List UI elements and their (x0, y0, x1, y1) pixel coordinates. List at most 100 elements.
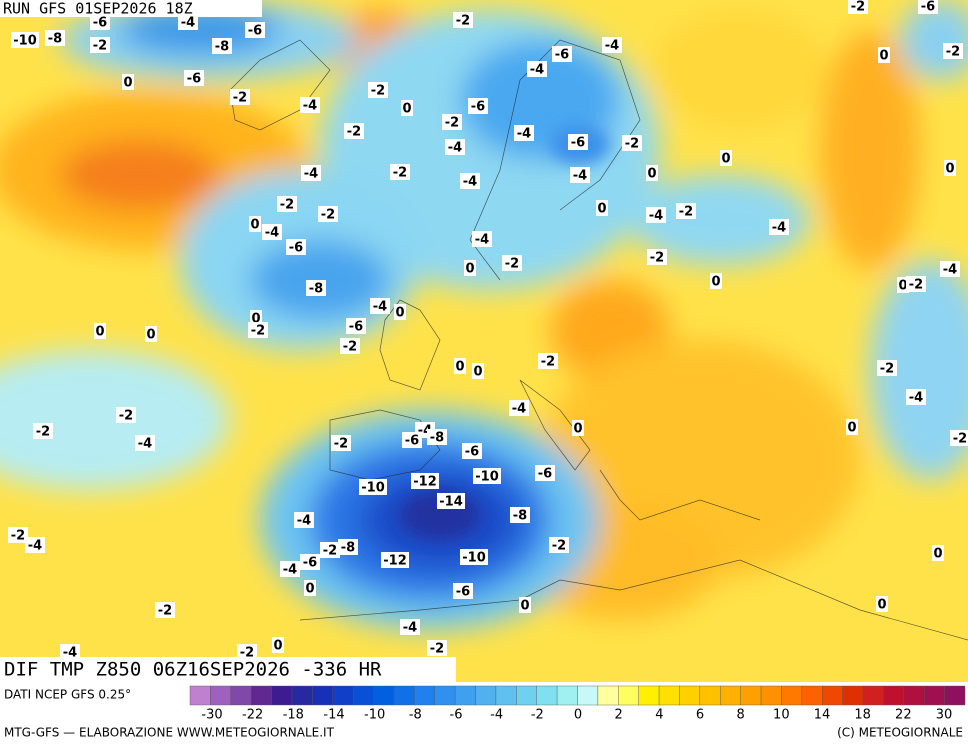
contour-label: -10 (361, 481, 385, 496)
contour-label-box (710, 273, 722, 289)
contour-label: 0 (402, 102, 411, 117)
contour-label-box (320, 542, 340, 558)
contour-label-box (535, 465, 555, 481)
contour-label-box (262, 224, 282, 240)
contour-label: 0 (146, 328, 155, 343)
colorbar-swatch (903, 685, 925, 706)
colorbar-swatch (312, 685, 333, 706)
contour-label: -10 (462, 551, 486, 566)
contour-label: -4 (181, 16, 195, 31)
contour-label-box (390, 164, 410, 180)
contour-label: -10 (13, 34, 37, 49)
contour-label: 0 (250, 218, 259, 233)
contour-label-box (647, 249, 667, 265)
contour-label: -6 (571, 136, 585, 151)
contour-label: -14 (439, 495, 463, 510)
contour-label: -6 (93, 16, 107, 31)
contour-label: -12 (413, 475, 437, 490)
contour-label-box (90, 37, 110, 53)
contour-label: -2 (679, 205, 693, 220)
contour-labels: -10 -8-6-2-4-8-60 -6-2-4-20-2-6-4-4-6-2-4-… (8, 0, 968, 661)
colorbar-swatch (210, 685, 231, 706)
header-box (0, 0, 262, 17)
contour-label-box (300, 97, 320, 113)
contour-label: 0 (123, 76, 132, 91)
contour-label: -8 (215, 40, 229, 55)
contour-label: -8 (309, 282, 323, 297)
contour-label: -6 (465, 445, 479, 460)
contour-label: 0 (305, 582, 314, 597)
contour-label-box (344, 123, 364, 139)
contour-label: -2 (11, 529, 25, 544)
contour-label-box (552, 46, 572, 62)
colorbar-swatch (516, 685, 537, 706)
contour-label-box (184, 70, 204, 86)
colorbar-tick-label: 14 (814, 708, 831, 723)
contour-label: -4 (772, 221, 786, 236)
contour-label-box (514, 125, 534, 141)
contour-label: -2 (321, 208, 335, 223)
contour-label: -4 (448, 141, 462, 156)
field-box (0, 657, 456, 682)
contour-label-box (301, 165, 321, 181)
contour-label: -6 (538, 467, 552, 482)
contour-label-box (509, 400, 529, 416)
contour-label: -4 (28, 539, 42, 554)
colorbar-tick-label: 2 (615, 708, 623, 723)
colorbar-swatch (658, 685, 680, 706)
contour-label-box (25, 537, 45, 553)
contour-label-box (277, 196, 297, 212)
contour-label: -2 (505, 257, 519, 272)
run-label: RUN GFS 01SEP2026 18Z (3, 0, 193, 18)
contour-label-box (445, 139, 465, 155)
colorbar-tick-label: -2 (531, 708, 544, 723)
contour-label: -6 (248, 24, 262, 39)
colorbar-tick-label: 4 (655, 708, 663, 723)
contour-label: -2 (240, 646, 254, 661)
contour-label: -2 (430, 642, 444, 657)
contour-label-box (453, 583, 473, 599)
contour-label-box (11, 32, 39, 48)
contour-label: 0 (95, 325, 104, 340)
contour-label: 0 (520, 599, 529, 614)
contour-label-box (178, 14, 198, 30)
colorbar-swatch (618, 685, 639, 706)
contour-label: 0 (273, 639, 282, 654)
colorbar-tick-label: 8 (737, 708, 745, 723)
colorbar-swatch (720, 685, 741, 706)
contour-label: -6 (555, 48, 569, 63)
contour-label: -2 (233, 91, 247, 106)
colorbar-swatch (924, 685, 945, 706)
contour-label: 0 (597, 202, 606, 217)
colorbar-swatch (495, 685, 517, 706)
contour-label: -8 (513, 509, 527, 524)
contour-label: -4 (475, 233, 489, 248)
contour-label-box (212, 38, 232, 54)
contour-label-box (527, 61, 547, 77)
contour-label-box (940, 261, 960, 277)
contour-label: -2 (880, 362, 894, 377)
colorbar-swatch (454, 685, 476, 706)
colorbar-swatch (638, 685, 660, 706)
colorbar-tick-label: -6 (450, 708, 463, 723)
contour-label: -8 (48, 32, 62, 47)
contour-label-box (568, 134, 588, 150)
contour-label: 0 (898, 279, 907, 294)
colorbar-swatch (883, 685, 905, 706)
contour-label-box (370, 298, 390, 314)
contour-label-box (454, 358, 466, 374)
colorbar-swatch (944, 685, 966, 706)
contour-label-box (460, 173, 480, 189)
contour-label: -6 (187, 72, 201, 87)
colorbar-tick-label: 22 (895, 708, 912, 723)
colorbar-swatch (862, 685, 884, 706)
colorbar-swatch (822, 685, 843, 706)
contour-label: -2 (946, 45, 960, 60)
contour-label: -2 (851, 0, 865, 15)
colorbar-tick-label: -4 (490, 708, 503, 723)
contour-label-box (472, 231, 492, 247)
contour-label-box (116, 407, 136, 423)
contour-label: -6 (349, 320, 363, 335)
credit-label: MTG-GFS — ELABORAZIONE WWW.METEOGIORNALE… (4, 726, 335, 740)
colorbar-tick-label: -30 (201, 708, 222, 723)
